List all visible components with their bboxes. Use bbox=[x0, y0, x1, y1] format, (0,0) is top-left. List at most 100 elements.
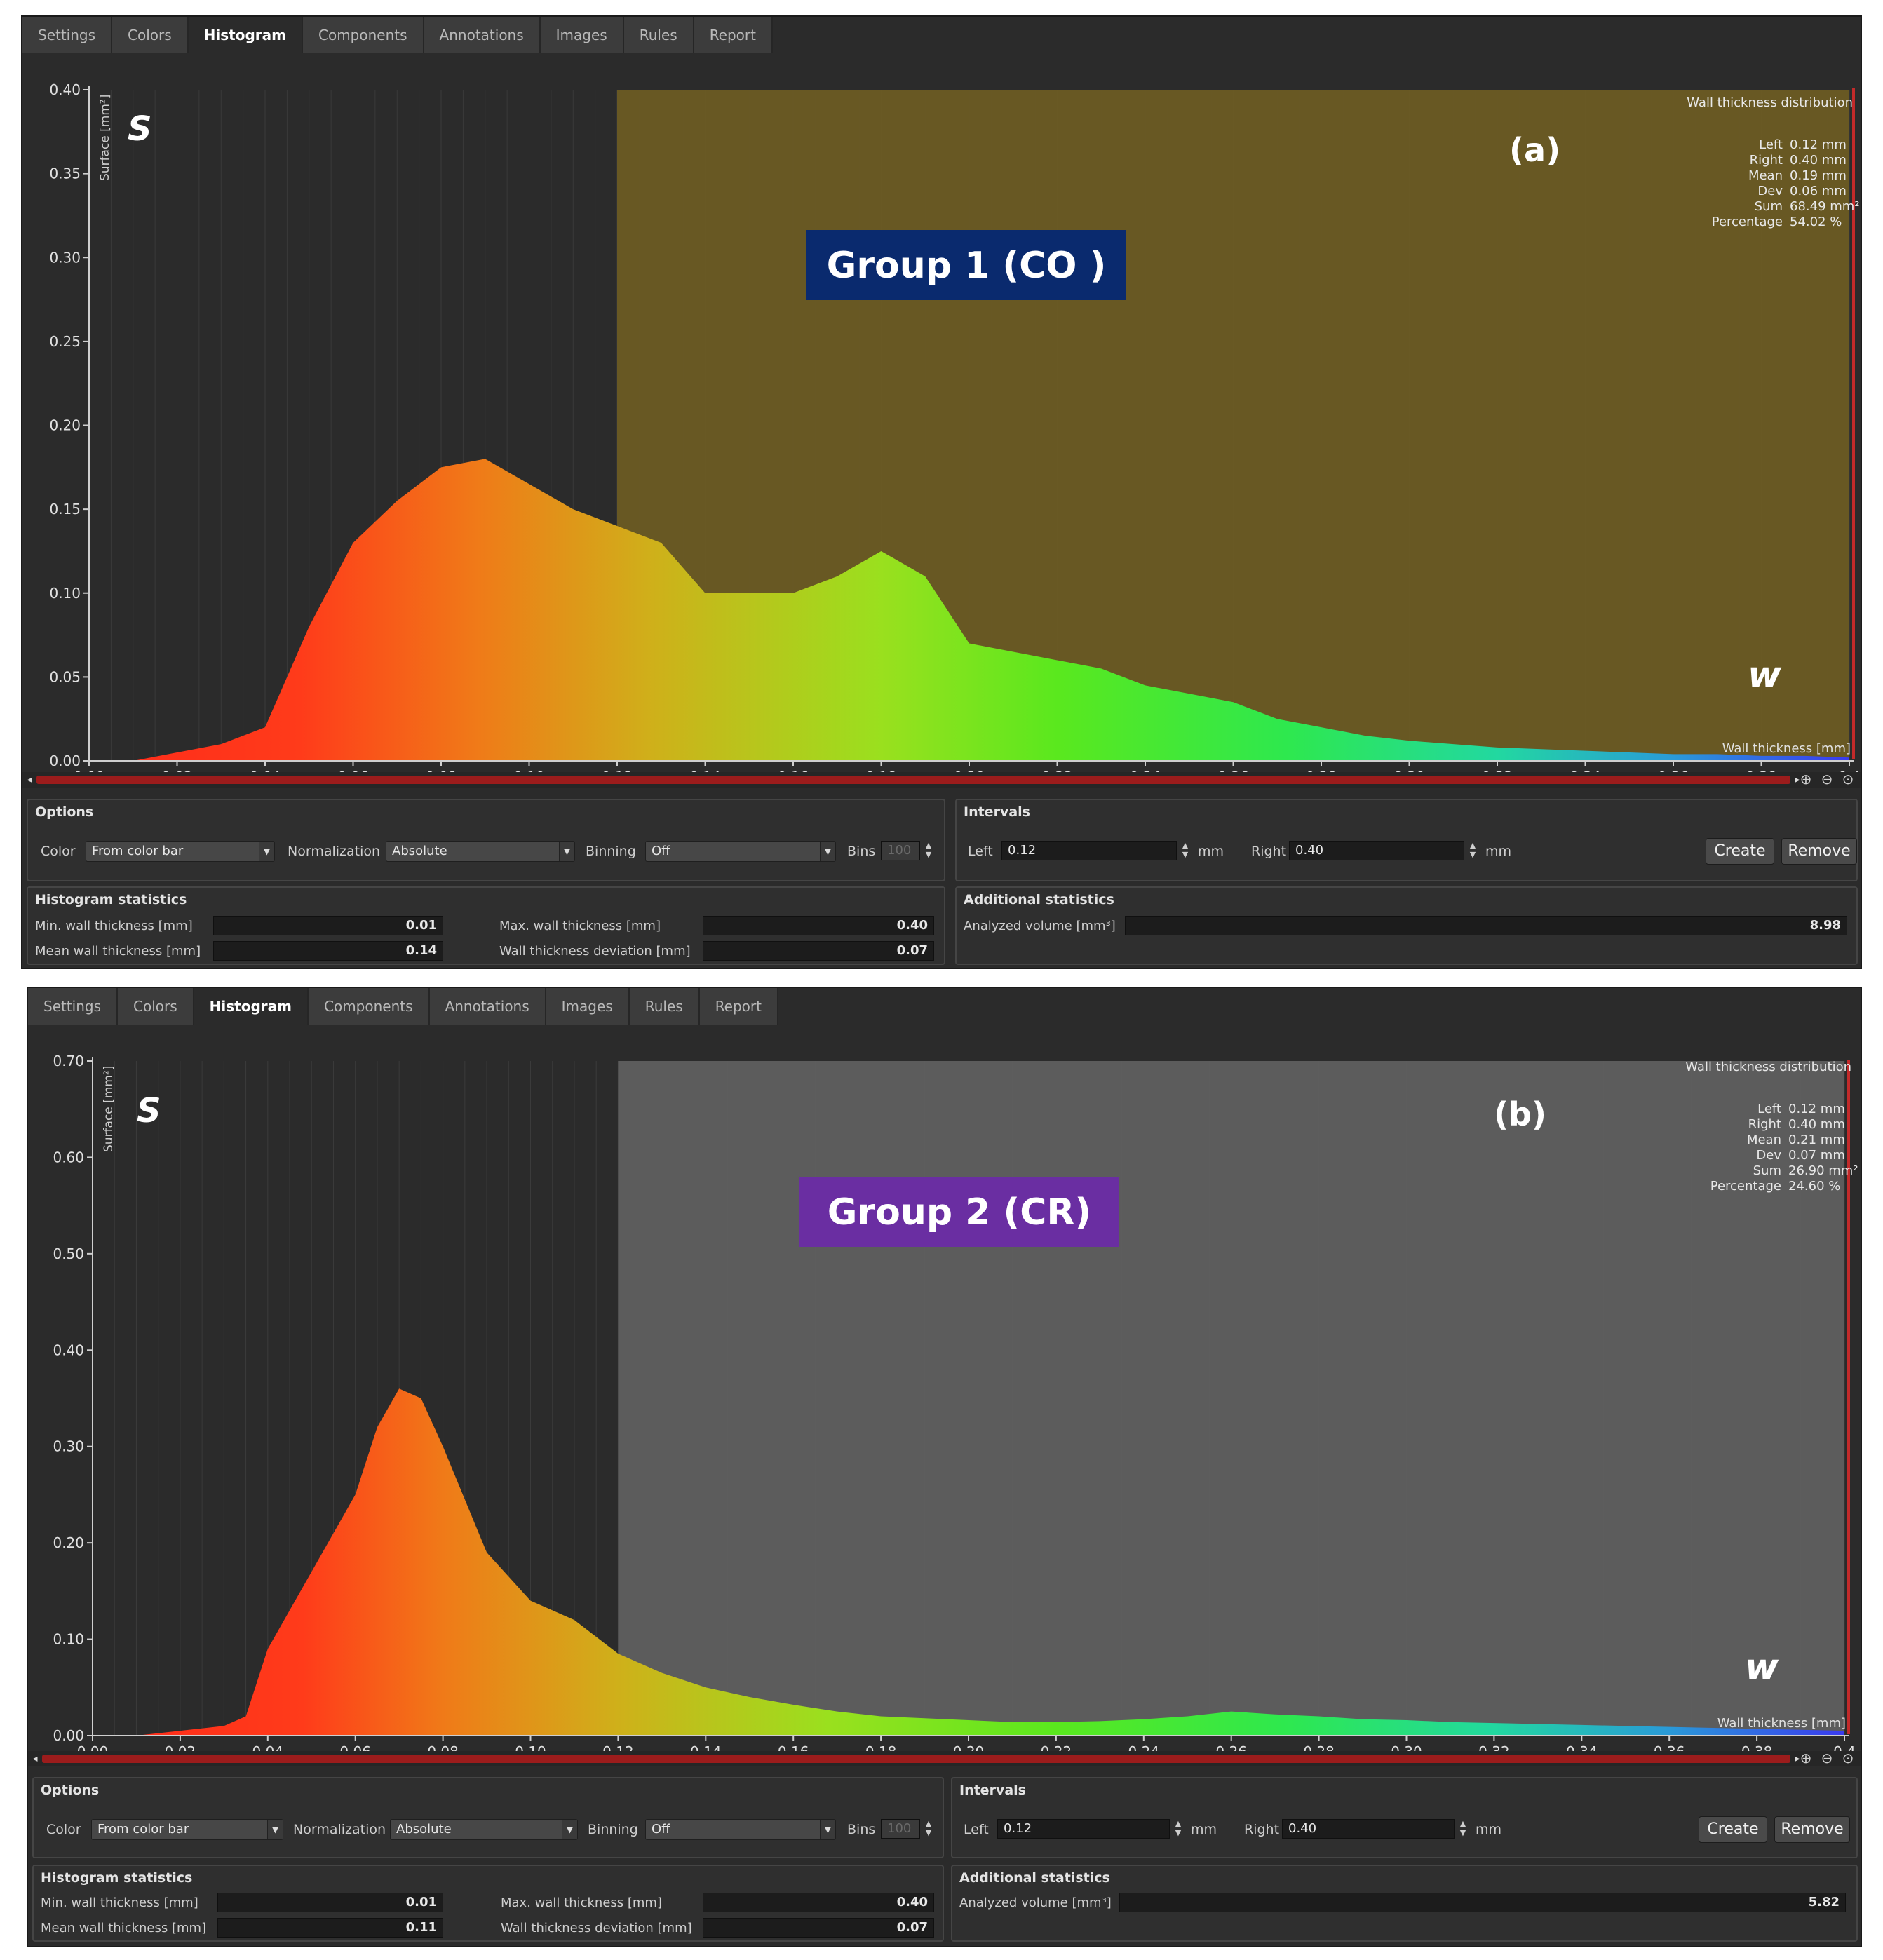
right-stepper-icon[interactable]: ▲ ▼ bbox=[1459, 1819, 1466, 1837]
binning-dropdown[interactable]: Off ▼ bbox=[645, 841, 836, 862]
group-label: Group 1 (CO ) bbox=[827, 245, 1107, 287]
distribution-value: 0.19 mm bbox=[1790, 168, 1847, 183]
left-stepper-icon[interactable]: ▲ ▼ bbox=[1182, 841, 1189, 859]
color-label: Color bbox=[46, 1822, 81, 1837]
zoom-out-icon[interactable]: ⊖ bbox=[1821, 771, 1833, 788]
zoom-reset-icon[interactable]: ⊙ bbox=[1842, 1750, 1854, 1766]
y-tick-label: 0.30 bbox=[53, 1438, 84, 1455]
distribution-key: Percentage bbox=[1710, 1179, 1781, 1194]
mean-wall-label: Mean wall thickness [mm] bbox=[35, 944, 201, 959]
additional-statistics-box: Additional statistics Analyzed volume [m… bbox=[951, 1865, 1858, 1942]
tab-settings[interactable]: Settings bbox=[28, 988, 119, 1025]
left-unit: mm bbox=[1191, 1822, 1217, 1837]
distribution-title: Wall thickness distribution bbox=[1685, 1060, 1851, 1074]
axes bbox=[88, 86, 1854, 762]
binning-dropdown[interactable]: Off ▼ bbox=[645, 1819, 836, 1840]
interval-right-handle[interactable] bbox=[1847, 1060, 1850, 1734]
tab-rules[interactable]: Rules bbox=[623, 17, 694, 53]
y-tick-labels: 0.00 0.05 0.10 0.15 0.20 0.25 0.30 0.35 0.40 bbox=[49, 81, 89, 769]
remove-button[interactable]: Remove bbox=[1781, 838, 1857, 865]
tab-annotations[interactable]: Annotations bbox=[429, 988, 546, 1025]
create-button[interactable]: Create bbox=[1699, 1816, 1767, 1843]
tab-histogram[interactable]: Histogram bbox=[188, 17, 303, 53]
color-dropdown[interactable]: From color bar ▼ bbox=[86, 841, 275, 862]
zoom-in-icon[interactable]: ⊕ bbox=[1800, 1750, 1812, 1766]
histogram-chart: 0.00 0.05 0.10 0.15 0.20 0.25 0.30 0.35 0.40 0.0… bbox=[22, 56, 1861, 785]
scroll-right-icon[interactable]: ▸ bbox=[1795, 774, 1800, 785]
tab-annotations[interactable]: Annotations bbox=[424, 17, 541, 53]
tab-report[interactable]: Report bbox=[694, 17, 773, 53]
scroll-right-icon[interactable]: ▸ bbox=[1795, 1753, 1800, 1764]
selected-interval[interactable] bbox=[618, 1061, 1844, 1736]
zoom-in-icon[interactable]: ⊕ bbox=[1800, 771, 1812, 788]
tab-histogram[interactable]: Histogram bbox=[194, 988, 309, 1025]
distribution-key: Sum bbox=[1755, 199, 1783, 214]
x-axis-label: Wall thickness [mm] bbox=[1722, 741, 1851, 756]
bins-input[interactable]: 100 bbox=[881, 841, 920, 860]
left-stepper-icon[interactable]: ▲ ▼ bbox=[1175, 1819, 1182, 1837]
color-label: Color bbox=[41, 844, 76, 859]
create-button[interactable]: Create bbox=[1706, 838, 1774, 865]
y-tick-label: 0.60 bbox=[53, 1149, 84, 1165]
color-dropdown[interactable]: From color bar ▼ bbox=[91, 1819, 283, 1840]
distribution-value: 0.06 mm bbox=[1790, 184, 1847, 198]
interval-right-handle[interactable] bbox=[1852, 88, 1855, 759]
histogram-statistics-box: Histogram statistics Min. wall thickness… bbox=[32, 1865, 944, 1942]
right-input[interactable]: 0.40 bbox=[1289, 841, 1464, 860]
scrollbar-thumb[interactable] bbox=[42, 1755, 1790, 1763]
binning-label: Binning bbox=[586, 844, 636, 859]
right-stepper-icon[interactable]: ▲ ▼ bbox=[1469, 841, 1476, 859]
horizontal-scrollbar[interactable]: ◂ ▸ ⊕ ⊖ ⊙ bbox=[22, 771, 1861, 788]
y-tick-label: 0.40 bbox=[53, 1341, 84, 1358]
normalization-dropdown[interactable]: Absolute ▼ bbox=[386, 841, 575, 862]
chevron-down-icon: ▼ bbox=[562, 1820, 577, 1839]
tab-bar: Settings Colors Histogram Components Ann… bbox=[22, 17, 773, 53]
distribution-value: 0.07 mm bbox=[1788, 1148, 1845, 1163]
horizontal-scrollbar[interactable]: ◂ ▸ ⊕ ⊖ ⊙ bbox=[28, 1750, 1861, 1766]
tab-components[interactable]: Components bbox=[303, 17, 424, 53]
x-axis-label: Wall thickness [mm] bbox=[1717, 1716, 1846, 1731]
color-value: From color bar bbox=[97, 1822, 189, 1837]
tab-report[interactable]: Report bbox=[699, 988, 778, 1025]
scroll-left-icon[interactable]: ◂ bbox=[32, 1753, 38, 1764]
tab-rules[interactable]: Rules bbox=[629, 988, 700, 1025]
left-unit: mm bbox=[1198, 844, 1224, 859]
left-input[interactable]: 0.12 bbox=[997, 1819, 1170, 1839]
analyzed-volume-value: 5.82 bbox=[1119, 1893, 1846, 1912]
chevron-down-icon: ▼ bbox=[267, 1820, 283, 1839]
zoom-out-icon[interactable]: ⊖ bbox=[1821, 1750, 1833, 1766]
bins-stepper-icon[interactable]: ▲ ▼ bbox=[925, 841, 932, 859]
tab-colors[interactable]: Colors bbox=[118, 988, 194, 1025]
normalization-dropdown[interactable]: Absolute ▼ bbox=[390, 1819, 578, 1840]
bins-label: Bins bbox=[847, 844, 876, 859]
wall-deviation-label: Wall thickness deviation [mm] bbox=[501, 1921, 692, 1935]
bins-input[interactable]: 100 bbox=[881, 1819, 920, 1839]
intervals-title: Intervals bbox=[964, 804, 1030, 820]
distribution-value: 0.21 mm bbox=[1788, 1133, 1845, 1147]
y-tick-label: 0.15 bbox=[49, 501, 81, 518]
binning-value: Off bbox=[652, 844, 670, 858]
tab-images[interactable]: Images bbox=[546, 988, 630, 1025]
distribution-value: 26.90 mm² bbox=[1788, 1163, 1858, 1178]
scrollbar-thumb[interactable] bbox=[36, 776, 1790, 784]
y-tick-label: 0.50 bbox=[53, 1245, 84, 1262]
distribution-value: 68.49 mm² bbox=[1790, 199, 1860, 214]
tab-settings[interactable]: Settings bbox=[22, 17, 113, 53]
tab-colors[interactable]: Colors bbox=[112, 17, 189, 53]
tab-components[interactable]: Components bbox=[309, 988, 430, 1025]
chevron-down-icon: ▼ bbox=[559, 842, 574, 861]
bins-stepper-icon[interactable]: ▲ ▼ bbox=[925, 1819, 932, 1837]
normalization-value: Absolute bbox=[392, 844, 447, 858]
distribution-stats: Left 0.12 mm Right 0.40 mm Mean 0.21 mm Dev 0.0… bbox=[1710, 1102, 1858, 1194]
remove-button[interactable]: Remove bbox=[1774, 1816, 1850, 1843]
tab-images[interactable]: Images bbox=[540, 17, 624, 53]
options-box: Options Color From color bar ▼ Normalizat… bbox=[32, 1777, 944, 1858]
y-axis-label: Surface [mm²] bbox=[98, 95, 112, 181]
right-input[interactable]: 0.40 bbox=[1282, 1819, 1455, 1839]
zoom-reset-icon[interactable]: ⊙ bbox=[1842, 771, 1854, 788]
group-label-box bbox=[806, 230, 1126, 300]
distribution-key: Right bbox=[1748, 1117, 1781, 1132]
scroll-left-icon[interactable]: ◂ bbox=[27, 774, 32, 785]
left-input[interactable]: 0.12 bbox=[1001, 841, 1177, 860]
max-wall-label: Max. wall thickness [mm] bbox=[501, 1895, 662, 1910]
